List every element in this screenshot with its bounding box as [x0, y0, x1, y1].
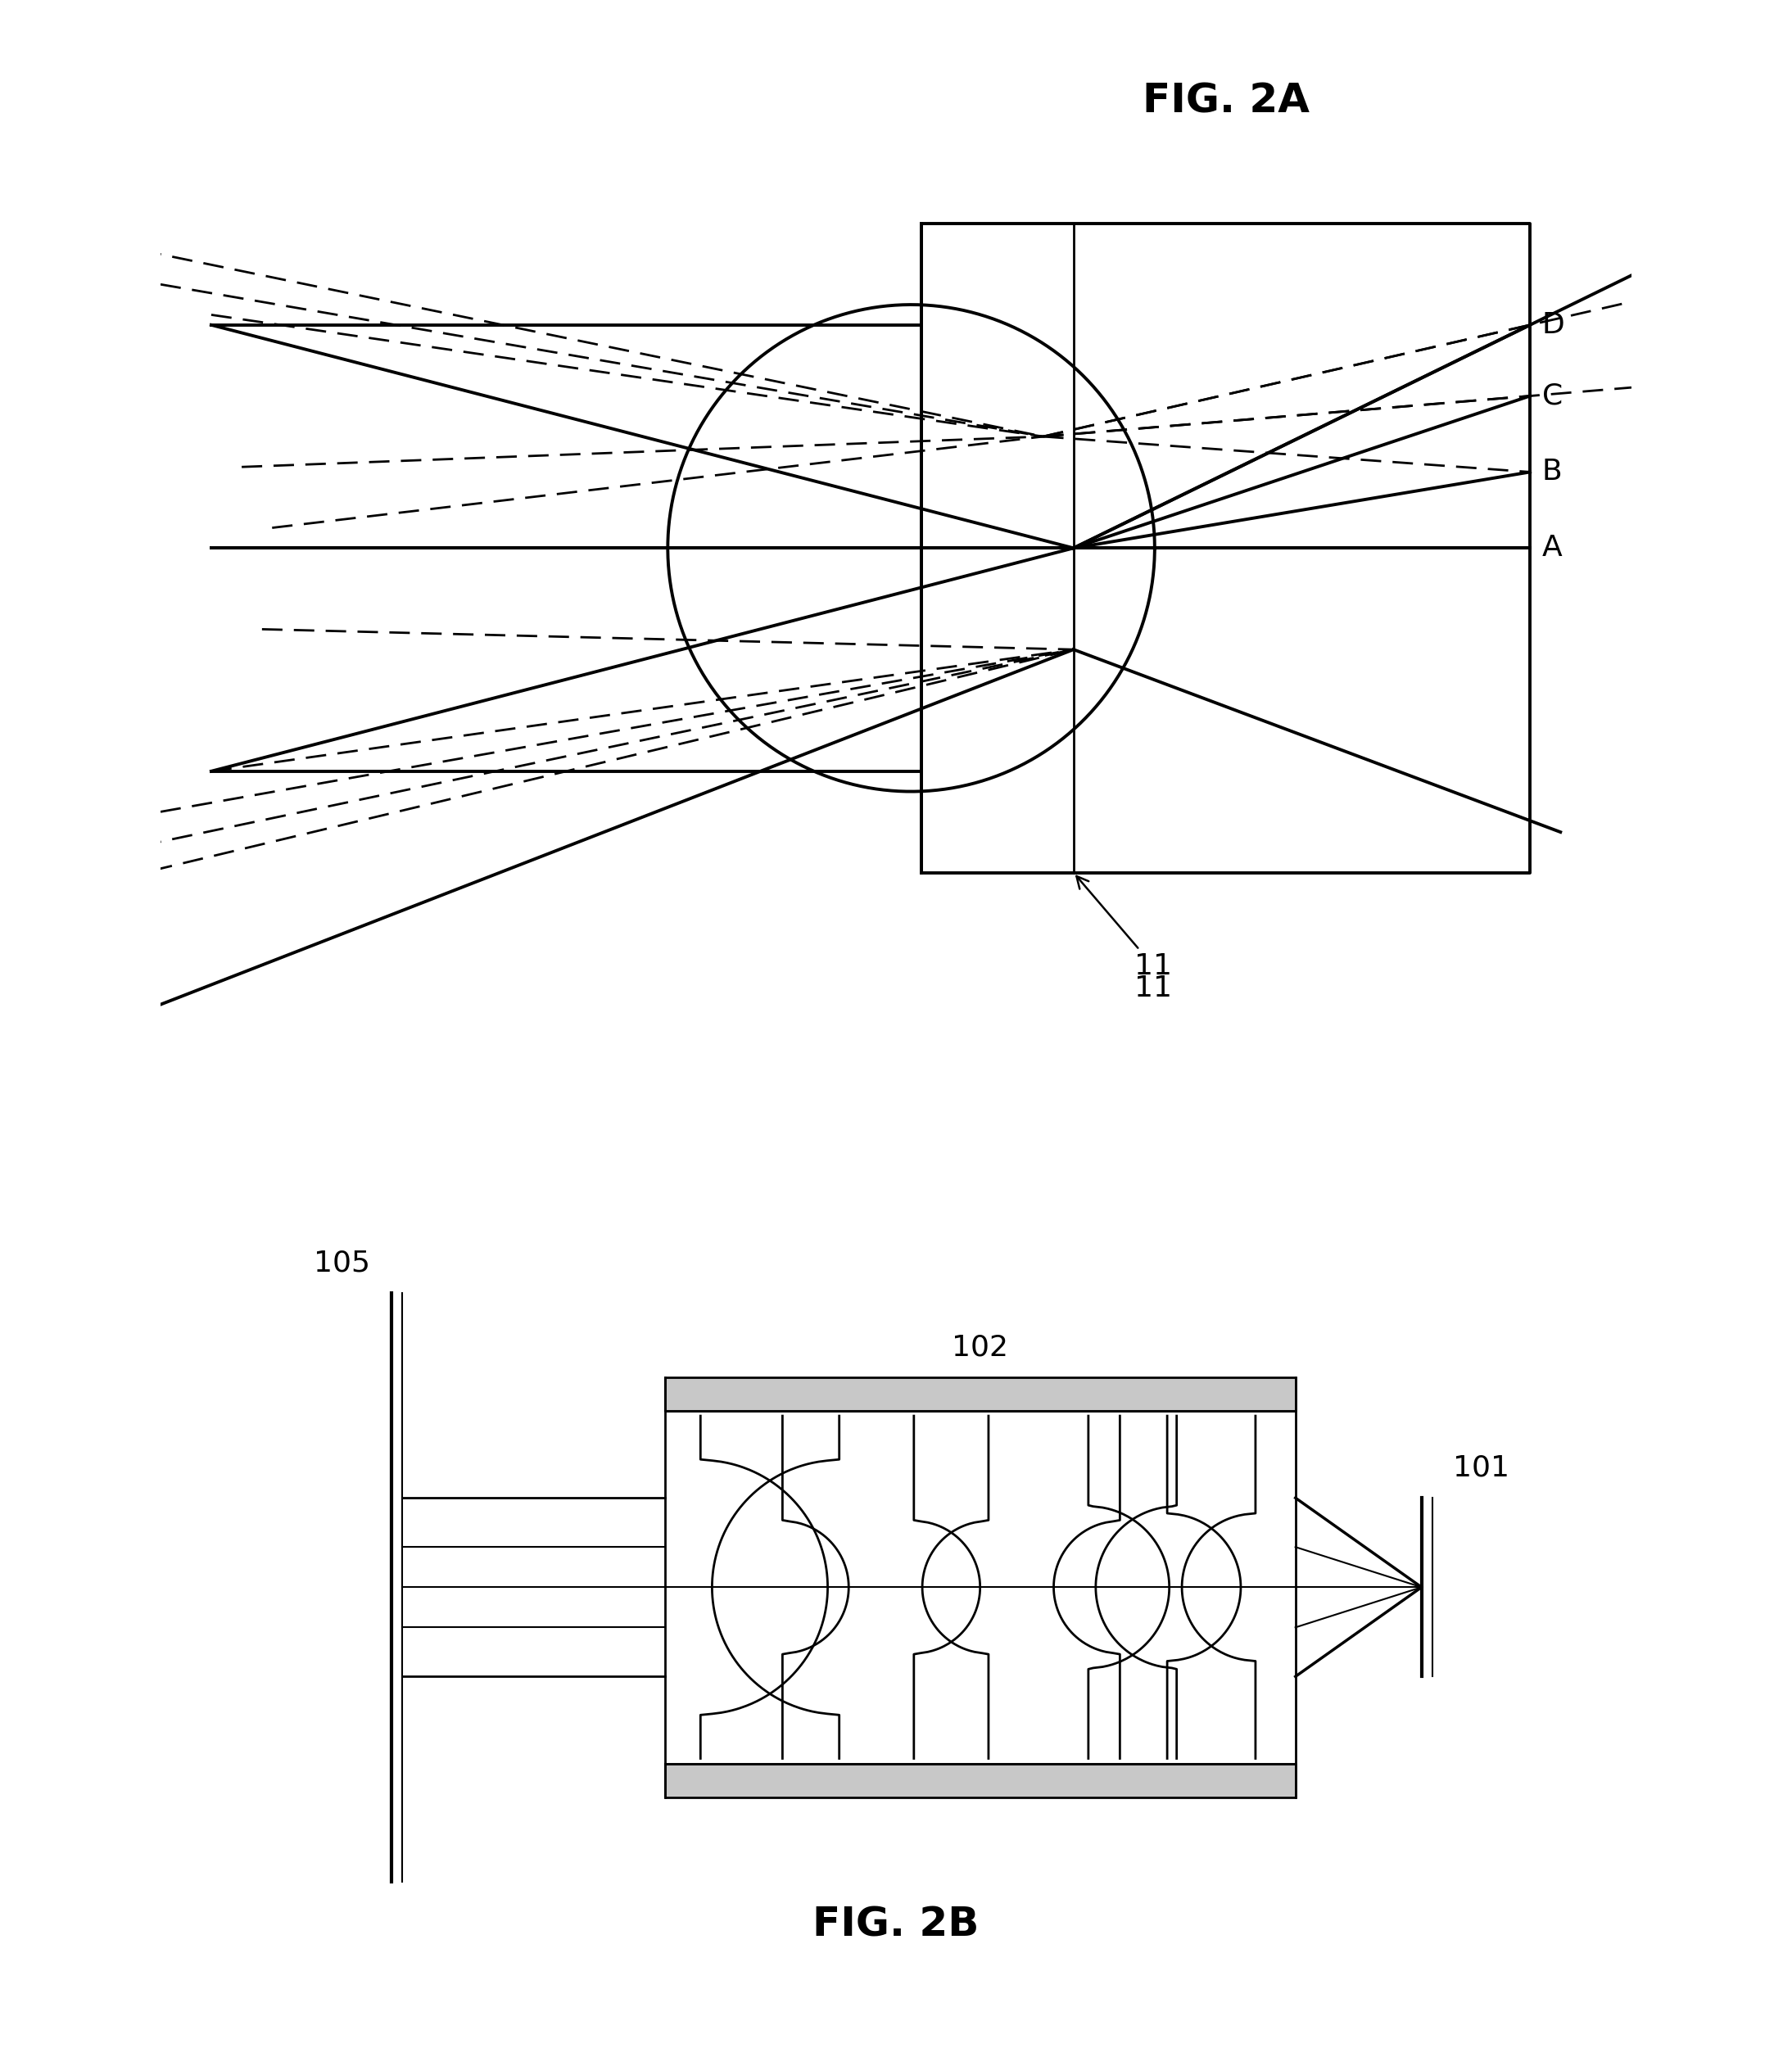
Text: C: C — [1543, 383, 1563, 410]
Polygon shape — [665, 1763, 1296, 1798]
Text: 11: 11 — [1134, 975, 1172, 1001]
Text: B: B — [1543, 459, 1563, 485]
Text: 101: 101 — [1453, 1454, 1509, 1483]
Text: A: A — [1543, 535, 1563, 561]
Text: FIG. 2A: FIG. 2A — [1142, 82, 1310, 121]
Polygon shape — [665, 1376, 1296, 1411]
Text: 105: 105 — [314, 1249, 371, 1278]
Text: 102: 102 — [952, 1333, 1009, 1362]
Text: D: D — [1543, 311, 1564, 338]
Text: 11: 11 — [1077, 877, 1172, 979]
Text: FIG. 2B: FIG. 2B — [814, 1905, 978, 1944]
